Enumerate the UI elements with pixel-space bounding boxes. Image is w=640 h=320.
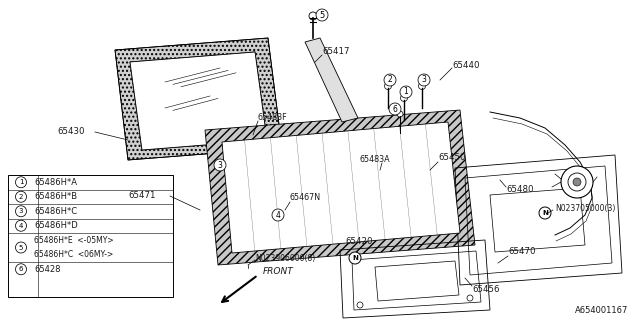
Circle shape xyxy=(15,242,26,253)
Text: FRONT: FRONT xyxy=(263,268,294,276)
Text: 2: 2 xyxy=(388,76,392,84)
Text: 65486H*E  <-05MY>: 65486H*E <-05MY> xyxy=(34,236,114,245)
Circle shape xyxy=(309,12,317,20)
Circle shape xyxy=(401,94,408,101)
Text: 1: 1 xyxy=(19,179,23,185)
Text: A654001167: A654001167 xyxy=(575,306,628,315)
Text: 65486H*C  <06MY->: 65486H*C <06MY-> xyxy=(34,250,113,259)
Polygon shape xyxy=(130,52,267,150)
Text: 65483F: 65483F xyxy=(258,114,287,123)
Circle shape xyxy=(573,178,581,186)
Text: 65480: 65480 xyxy=(506,186,534,195)
Polygon shape xyxy=(222,122,460,253)
Text: N023906000(8): N023906000(8) xyxy=(255,253,316,262)
Text: 65486H*B: 65486H*B xyxy=(34,192,77,201)
Text: 5: 5 xyxy=(19,244,23,251)
Circle shape xyxy=(15,191,26,202)
Text: 1: 1 xyxy=(404,87,408,97)
Text: 65486H*A: 65486H*A xyxy=(34,178,77,187)
Circle shape xyxy=(214,159,226,171)
Text: 65430: 65430 xyxy=(57,127,84,137)
Text: 65428: 65428 xyxy=(34,265,61,274)
Circle shape xyxy=(400,86,412,98)
Text: 65440: 65440 xyxy=(452,60,479,69)
Circle shape xyxy=(15,206,26,217)
Polygon shape xyxy=(115,38,282,160)
Text: 65456: 65456 xyxy=(472,285,499,294)
Text: 65470: 65470 xyxy=(508,247,536,257)
Circle shape xyxy=(568,173,586,191)
Text: 65417: 65417 xyxy=(322,47,349,57)
Text: 5: 5 xyxy=(319,11,324,20)
Text: 3: 3 xyxy=(422,76,426,84)
Polygon shape xyxy=(130,52,267,150)
Circle shape xyxy=(15,177,26,188)
Text: 65471: 65471 xyxy=(128,191,156,201)
Text: N: N xyxy=(542,210,548,216)
Text: 2: 2 xyxy=(19,194,23,200)
Polygon shape xyxy=(305,38,358,122)
Text: 65450: 65450 xyxy=(438,154,465,163)
Text: 4: 4 xyxy=(276,211,280,220)
Circle shape xyxy=(419,83,426,90)
Text: 3: 3 xyxy=(218,161,223,170)
Circle shape xyxy=(272,209,284,221)
Circle shape xyxy=(397,111,403,117)
Circle shape xyxy=(316,9,328,21)
Bar xyxy=(8,175,173,297)
Circle shape xyxy=(384,74,396,86)
Text: 3: 3 xyxy=(19,208,23,214)
Text: 4: 4 xyxy=(19,223,23,229)
Text: 65486H*D: 65486H*D xyxy=(34,221,77,230)
Circle shape xyxy=(15,264,26,275)
Circle shape xyxy=(561,166,593,198)
Text: 65467N: 65467N xyxy=(290,194,321,203)
Circle shape xyxy=(389,103,401,115)
Circle shape xyxy=(539,207,551,219)
Circle shape xyxy=(385,83,392,90)
Text: 65486H*C: 65486H*C xyxy=(34,207,77,216)
Text: 65420: 65420 xyxy=(345,237,372,246)
Circle shape xyxy=(15,220,26,231)
Text: 6: 6 xyxy=(392,105,397,114)
Text: 65483A: 65483A xyxy=(360,156,390,164)
Text: 6: 6 xyxy=(19,266,23,272)
Text: N023705000(3): N023705000(3) xyxy=(555,204,616,212)
Text: N: N xyxy=(352,255,358,261)
Polygon shape xyxy=(205,110,475,265)
Circle shape xyxy=(349,252,361,264)
Circle shape xyxy=(418,74,430,86)
